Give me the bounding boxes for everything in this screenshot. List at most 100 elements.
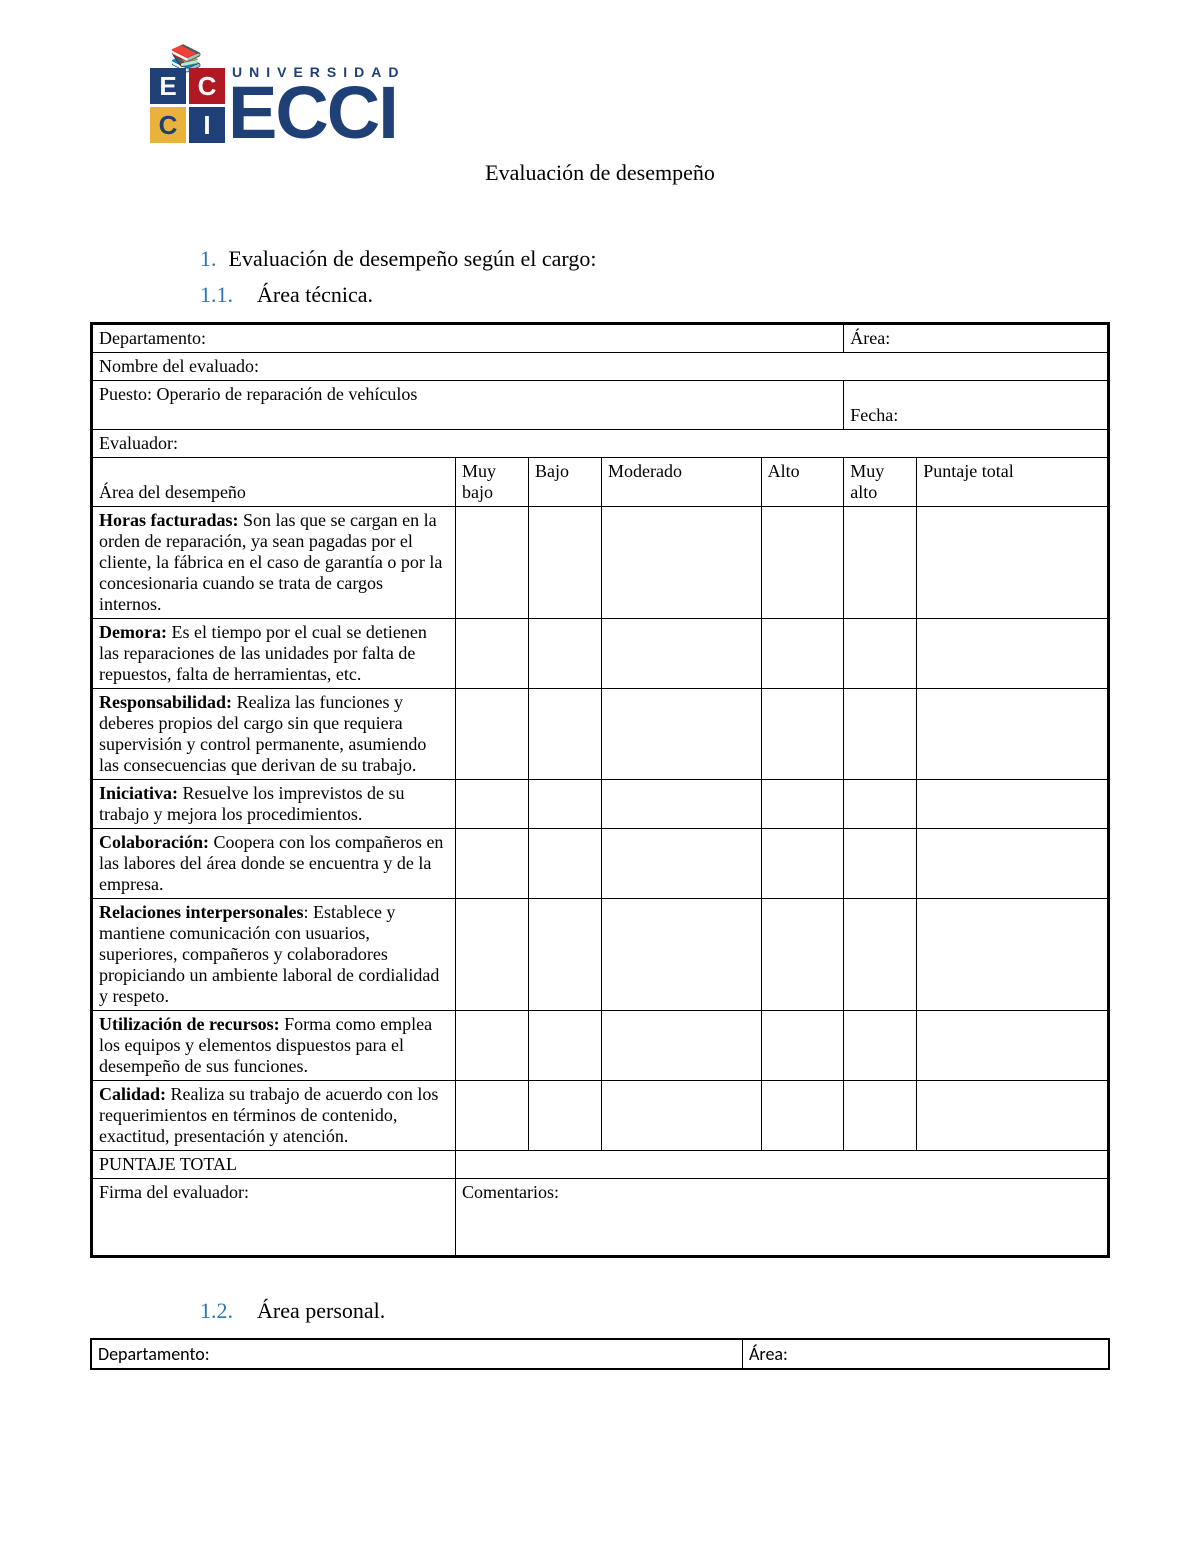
- logo-square-c1: C: [189, 68, 225, 104]
- table-row: Iniciativa: Resuelve los imprevistos de …: [92, 780, 1109, 829]
- rating-cell[interactable]: [761, 780, 844, 829]
- section-1-1-number: 1.1.: [200, 282, 233, 307]
- logo-square-i: I: [189, 107, 225, 143]
- rating-cell[interactable]: [844, 780, 917, 829]
- criterion-cell: Calidad: Realiza su trabajo de acuerdo c…: [92, 1081, 456, 1151]
- criterion-cell: Responsabilidad: Realiza las funciones y…: [92, 689, 456, 780]
- rating-cell[interactable]: [456, 780, 529, 829]
- criterion-cell: Relaciones interpersonales: Establece y …: [92, 899, 456, 1011]
- cell-area[interactable]: Área:: [844, 324, 1109, 353]
- rating-cell[interactable]: [761, 1011, 844, 1081]
- section-1: 1. Evaluación de desempeño según el cargo…: [200, 246, 1110, 272]
- criterion-title: Horas facturadas:: [99, 510, 238, 530]
- criterion-title: Responsabilidad:: [99, 692, 232, 712]
- rating-cell[interactable]: [602, 829, 762, 899]
- criterion-cell: Utilización de recursos: Forma como empl…: [92, 1011, 456, 1081]
- rating-cell[interactable]: [844, 829, 917, 899]
- table-row: Horas facturadas: Son las que se cargan …: [92, 507, 1109, 619]
- score-cell[interactable]: [917, 780, 1109, 829]
- score-cell[interactable]: [917, 899, 1109, 1011]
- rating-cell[interactable]: [844, 689, 917, 780]
- cell-comentarios[interactable]: Comentarios:: [456, 1179, 1109, 1257]
- rating-cell[interactable]: [844, 899, 917, 1011]
- rating-cell[interactable]: [529, 507, 602, 619]
- rating-cell[interactable]: [761, 689, 844, 780]
- rating-cell[interactable]: [844, 619, 917, 689]
- table-row: Responsabilidad: Realiza las funciones y…: [92, 689, 1109, 780]
- rating-cell[interactable]: [529, 829, 602, 899]
- criterion-cell: Iniciativa: Resuelve los imprevistos de …: [92, 780, 456, 829]
- logo: 📚 E C C I UNIVERSIDAD ECCI: [150, 50, 470, 140]
- section-1-number: 1.: [200, 246, 217, 271]
- score-cell[interactable]: [917, 689, 1109, 780]
- logo-square-c2: C: [150, 107, 186, 143]
- rating-cell[interactable]: [456, 507, 529, 619]
- rating-cell[interactable]: [761, 899, 844, 1011]
- header-area-desempeno: Área del desempeño: [92, 458, 456, 507]
- rating-cell[interactable]: [602, 780, 762, 829]
- table-row: Demora: Es el tiempo por el cual se deti…: [92, 619, 1109, 689]
- rating-cell[interactable]: [529, 619, 602, 689]
- rating-cell[interactable]: [602, 899, 762, 1011]
- header-moderado: Moderado: [602, 458, 762, 507]
- rating-cell[interactable]: [844, 507, 917, 619]
- criterion-title: Colaboración:: [99, 832, 209, 852]
- rating-cell[interactable]: [602, 507, 762, 619]
- rating-cell[interactable]: [456, 689, 529, 780]
- section-1-2-number: 1.2.: [200, 1298, 233, 1323]
- rating-cell[interactable]: [529, 1011, 602, 1081]
- cell2-departamento[interactable]: Departamento:: [91, 1339, 743, 1369]
- rating-cell[interactable]: [529, 899, 602, 1011]
- rating-cell[interactable]: [844, 1081, 917, 1151]
- criterion-title: Utilización de recursos:: [99, 1014, 280, 1034]
- section-1-2: 1.2.Área personal.: [200, 1298, 1110, 1324]
- cell-evaluador[interactable]: Evaluador:: [92, 430, 1109, 458]
- rating-cell[interactable]: [456, 1081, 529, 1151]
- rating-cell[interactable]: [844, 1011, 917, 1081]
- header-bajo: Bajo: [529, 458, 602, 507]
- rating-cell[interactable]: [456, 899, 529, 1011]
- score-cell[interactable]: [917, 1081, 1109, 1151]
- rating-cell[interactable]: [529, 689, 602, 780]
- row-puntaje-total-label: PUNTAJE TOTAL: [92, 1151, 456, 1179]
- criterion-title: Calidad:: [99, 1084, 166, 1104]
- header-puntaje-total: Puntaje total: [917, 458, 1109, 507]
- rating-cell[interactable]: [602, 1011, 762, 1081]
- criterion-cell: Demora: Es el tiempo por el cual se deti…: [92, 619, 456, 689]
- rating-cell[interactable]: [529, 1081, 602, 1151]
- rating-cell[interactable]: [529, 780, 602, 829]
- rating-cell[interactable]: [456, 619, 529, 689]
- page: 📚 E C C I UNIVERSIDAD ECCI Evaluación de…: [0, 0, 1200, 1553]
- rating-cell[interactable]: [761, 619, 844, 689]
- cell-firma[interactable]: Firma del evaluador:: [92, 1179, 456, 1257]
- criterion-title: Relaciones interpersonales: [99, 902, 303, 922]
- cell-departamento[interactable]: Departamento:: [92, 324, 844, 353]
- score-cell[interactable]: [917, 619, 1109, 689]
- row-puntaje-total-value[interactable]: [456, 1151, 1109, 1179]
- logo-square-e: E: [150, 68, 186, 104]
- criterion-cell: Colaboración: Coopera con los compañeros…: [92, 829, 456, 899]
- score-cell[interactable]: [917, 829, 1109, 899]
- header-muy-bajo: Muy bajo: [456, 458, 529, 507]
- header-alto: Alto: [761, 458, 844, 507]
- score-cell[interactable]: [917, 507, 1109, 619]
- score-cell[interactable]: [917, 1011, 1109, 1081]
- rating-cell[interactable]: [761, 829, 844, 899]
- rating-cell[interactable]: [761, 507, 844, 619]
- cell-puesto: Puesto: Operario de reparación de vehícu…: [92, 381, 844, 430]
- cell-nombre[interactable]: Nombre del evaluado:: [92, 353, 1109, 381]
- rating-cell[interactable]: [602, 689, 762, 780]
- cell2-area[interactable]: Área:: [743, 1339, 1109, 1369]
- header-muy-alto: Muy alto: [844, 458, 917, 507]
- rating-cell[interactable]: [456, 1011, 529, 1081]
- table-row: Calidad: Realiza su trabajo de acuerdo c…: [92, 1081, 1109, 1151]
- cell-fecha[interactable]: Fecha:: [844, 381, 1109, 430]
- section-1-text: Evaluación de desempeño según el cargo:: [229, 246, 597, 271]
- rating-cell[interactable]: [602, 619, 762, 689]
- rating-cell[interactable]: [456, 829, 529, 899]
- rating-cell[interactable]: [602, 1081, 762, 1151]
- rating-cell[interactable]: [761, 1081, 844, 1151]
- document-title: Evaluación de desempeño: [90, 160, 1110, 186]
- criterion-cell: Horas facturadas: Son las que se cargan …: [92, 507, 456, 619]
- table-row: Relaciones interpersonales: Establece y …: [92, 899, 1109, 1011]
